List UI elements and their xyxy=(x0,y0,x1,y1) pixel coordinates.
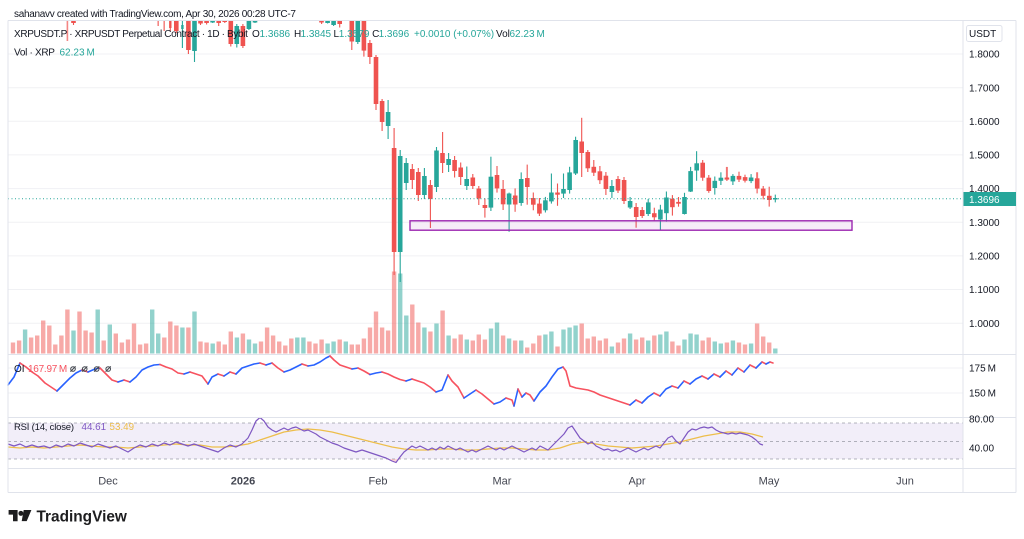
svg-text:1.2000: 1.2000 xyxy=(969,252,1000,263)
svg-text:XRPUSDT.P · XRPUSDT Perpetual: XRPUSDT.P · XRPUSDT Perpetual Contract ·… xyxy=(14,29,248,40)
svg-text:40.00: 40.00 xyxy=(969,444,994,455)
svg-text:TradingView: TradingView xyxy=(37,509,127,526)
svg-text:USDT: USDT xyxy=(969,29,996,40)
svg-text:Vol · XRP: Vol · XRP xyxy=(14,48,55,59)
svg-text:62.23 M: 62.23 M xyxy=(60,48,95,59)
svg-text:1.3845: 1.3845 xyxy=(301,29,332,40)
svg-text:L: L xyxy=(334,29,340,40)
svg-text:167.97 M: 167.97 M xyxy=(28,364,67,375)
svg-text:1.4000: 1.4000 xyxy=(969,184,1000,195)
svg-text:Vol: Vol xyxy=(496,29,510,40)
svg-text:+0.0010 (+0.07%): +0.0010 (+0.07%) xyxy=(414,29,494,40)
svg-text:Dec: Dec xyxy=(98,476,118,488)
svg-text:175 M: 175 M xyxy=(969,364,996,375)
svg-text:Jun: Jun xyxy=(896,476,914,488)
svg-text:O: O xyxy=(252,29,260,40)
svg-text:1.7000: 1.7000 xyxy=(969,83,1000,94)
svg-text:1.0000: 1.0000 xyxy=(969,319,1000,330)
svg-text:Feb: Feb xyxy=(369,476,388,488)
svg-text:62.23 M: 62.23 M xyxy=(510,29,545,40)
svg-text:1.3696: 1.3696 xyxy=(379,29,410,40)
svg-text:C: C xyxy=(372,29,379,40)
svg-text:May: May xyxy=(759,476,780,488)
svg-text:150 M: 150 M xyxy=(969,389,996,400)
svg-text:1.6000: 1.6000 xyxy=(969,117,1000,128)
svg-text:RSI (14, close): RSI (14, close) xyxy=(14,422,74,433)
svg-text:1.5000: 1.5000 xyxy=(969,151,1000,162)
svg-text:Apr: Apr xyxy=(628,476,645,488)
svg-text:1.3686: 1.3686 xyxy=(260,29,291,40)
svg-text:1.3696: 1.3696 xyxy=(969,195,1000,206)
svg-text:1.3000: 1.3000 xyxy=(969,218,1000,229)
svg-text:sahanavv created with TradingV: sahanavv created with TradingView.com, A… xyxy=(14,9,296,20)
svg-text:44.61: 44.61 xyxy=(82,422,107,433)
svg-text:1.3579: 1.3579 xyxy=(339,29,370,40)
svg-text:1.1000: 1.1000 xyxy=(969,285,1000,296)
svg-text:1.8000: 1.8000 xyxy=(969,50,1000,61)
svg-text:80.00: 80.00 xyxy=(969,415,994,426)
svg-text:2026: 2026 xyxy=(231,476,255,488)
svg-text:OI: OI xyxy=(14,364,25,375)
svg-text:H: H xyxy=(294,29,301,40)
svg-text:Mar: Mar xyxy=(493,476,512,488)
svg-text:53.49: 53.49 xyxy=(110,422,135,433)
